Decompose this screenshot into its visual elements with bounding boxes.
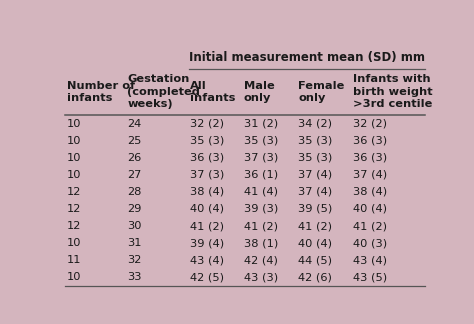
Text: Number of
infants: Number of infants <box>66 81 135 103</box>
Text: 35 (3): 35 (3) <box>191 136 225 145</box>
Text: 10: 10 <box>66 170 81 180</box>
Text: 41 (2): 41 (2) <box>191 221 224 231</box>
Text: 36 (3): 36 (3) <box>191 153 225 163</box>
Text: 29: 29 <box>128 204 142 214</box>
Text: 44 (5): 44 (5) <box>298 255 332 265</box>
Text: 41 (2): 41 (2) <box>244 221 278 231</box>
Text: 42 (6): 42 (6) <box>298 272 332 282</box>
Text: 10: 10 <box>66 272 81 282</box>
Text: 35 (3): 35 (3) <box>298 153 332 163</box>
Text: 25: 25 <box>128 136 142 145</box>
Text: Gestation
(completed
weeks): Gestation (completed weeks) <box>128 75 200 109</box>
Text: 39 (5): 39 (5) <box>298 204 332 214</box>
Text: 24: 24 <box>128 119 142 129</box>
Text: 35 (3): 35 (3) <box>298 136 332 145</box>
Text: Infants with
birth weight
>3rd centile: Infants with birth weight >3rd centile <box>353 75 433 109</box>
Text: 43 (3): 43 (3) <box>244 272 278 282</box>
Text: 10: 10 <box>66 153 81 163</box>
Text: 10: 10 <box>66 136 81 145</box>
Text: 41 (4): 41 (4) <box>244 187 278 197</box>
Text: 33: 33 <box>128 272 142 282</box>
Text: 10: 10 <box>66 238 81 248</box>
Text: 41 (2): 41 (2) <box>353 221 387 231</box>
Text: 32 (2): 32 (2) <box>353 119 387 129</box>
Text: All
infants: All infants <box>191 81 236 103</box>
Text: 43 (5): 43 (5) <box>353 272 387 282</box>
Text: 12: 12 <box>66 187 81 197</box>
Text: 40 (3): 40 (3) <box>353 238 387 248</box>
Text: 32: 32 <box>128 255 142 265</box>
Text: 12: 12 <box>66 221 81 231</box>
Text: 28: 28 <box>128 187 142 197</box>
Text: 37 (4): 37 (4) <box>298 170 332 180</box>
Text: 36 (3): 36 (3) <box>353 153 387 163</box>
Text: 26: 26 <box>128 153 142 163</box>
Text: 35 (3): 35 (3) <box>244 136 278 145</box>
Text: 12: 12 <box>66 204 81 214</box>
Text: 30: 30 <box>128 221 142 231</box>
Text: 43 (4): 43 (4) <box>353 255 387 265</box>
Text: 43 (4): 43 (4) <box>191 255 224 265</box>
Text: 34 (2): 34 (2) <box>298 119 332 129</box>
Text: 42 (4): 42 (4) <box>244 255 277 265</box>
Text: 10: 10 <box>66 119 81 129</box>
Text: 39 (4): 39 (4) <box>191 238 225 248</box>
Text: 37 (3): 37 (3) <box>244 153 278 163</box>
Text: 41 (2): 41 (2) <box>298 221 332 231</box>
Text: 38 (4): 38 (4) <box>353 187 387 197</box>
Text: 40 (4): 40 (4) <box>298 238 332 248</box>
Text: Female
only: Female only <box>298 81 345 103</box>
Text: 38 (4): 38 (4) <box>191 187 225 197</box>
Text: Initial measurement mean (SD) mm: Initial measurement mean (SD) mm <box>189 51 425 64</box>
Text: 37 (4): 37 (4) <box>298 187 332 197</box>
Text: 36 (3): 36 (3) <box>353 136 387 145</box>
Text: 27: 27 <box>128 170 142 180</box>
Text: 40 (4): 40 (4) <box>191 204 224 214</box>
Text: 39 (3): 39 (3) <box>244 204 278 214</box>
Text: 40 (4): 40 (4) <box>353 204 387 214</box>
Text: 37 (4): 37 (4) <box>353 170 387 180</box>
Text: 32 (2): 32 (2) <box>191 119 224 129</box>
Text: 38 (1): 38 (1) <box>244 238 278 248</box>
Text: 36 (1): 36 (1) <box>244 170 278 180</box>
Text: 37 (3): 37 (3) <box>191 170 225 180</box>
Text: 31: 31 <box>128 238 142 248</box>
Text: Male
only: Male only <box>244 81 274 103</box>
Text: 31 (2): 31 (2) <box>244 119 278 129</box>
Text: 11: 11 <box>66 255 81 265</box>
Text: 42 (5): 42 (5) <box>191 272 224 282</box>
